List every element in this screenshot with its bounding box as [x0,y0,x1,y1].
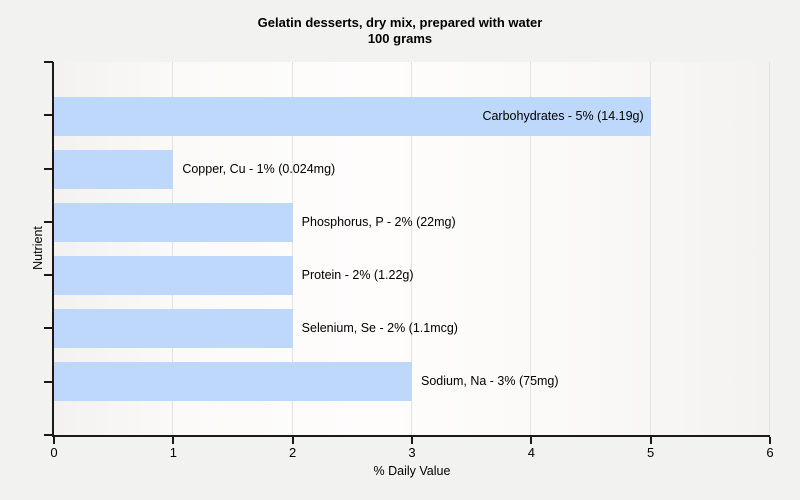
y-tick-mark [44,381,53,383]
x-tick-mark [291,437,294,444]
gridline [650,62,651,435]
bar: Selenium, Se - 2% (1.1mcg) [54,308,458,348]
y-axis-line [52,62,54,437]
x-tick-label: 0 [50,445,58,460]
y-tick-mark [44,114,53,116]
x-axis-line [52,435,770,437]
x-tick-label: 6 [766,445,774,460]
plot-area: Carbohydrates - 5% (14.19g) Copper, Cu - … [54,62,770,435]
gridline [530,62,531,435]
x-axis-ticks: 0 1 2 3 4 5 6 [50,437,774,463]
chart-title: Gelatin desserts, dry mix, prepared with… [257,15,543,30]
bar-label: Selenium, Se - 2% (1.1mcg) [301,321,458,335]
x-tick-mark [53,437,55,444]
x-tick-label: 5 [647,445,655,460]
y-axis-ticks [44,61,54,436]
bar-label: Copper, Cu - 1% (0.024mg) [182,162,336,176]
chart-title-block: Gelatin desserts, dry mix, prepared with… [0,15,800,47]
y-tick-mark [44,61,53,63]
y-axis-title: Nutrient [31,226,45,270]
bar-label: Protein - 2% (1.22g) [301,268,414,282]
x-tick-label: 2 [289,445,297,460]
y-tick-mark [44,168,53,170]
bar: Copper, Cu - 1% (0.024mg) [54,149,335,189]
x-tick-label: 4 [527,445,535,460]
gridline [769,62,770,435]
x-tick-label: 3 [408,445,416,460]
x-tick-mark [649,437,652,444]
x-tick-mark [172,437,175,444]
bar: Phosphorus, P - 2% (22mg) [54,202,456,242]
bar: Sodium, Na - 3% (75mg) [54,361,559,401]
x-tick-mark [530,437,533,444]
bar-label: Phosphorus, P - 2% (22mg) [301,215,456,229]
bar: Protein - 2% (1.22g) [54,255,414,295]
y-tick-mark [44,327,53,329]
y-tick-mark [44,221,53,223]
gridline [172,62,173,435]
chart-subtitle: 100 grams [367,31,433,46]
x-tick-label: 1 [169,445,177,460]
x-tick-mark [769,437,771,444]
x-axis-title: % Daily Value [373,464,451,478]
bar-label: Carbohydrates - 5% (14.19g) [482,109,644,123]
bar: Carbohydrates - 5% (14.19g) [54,96,651,136]
y-tick-mark [44,274,53,276]
bar-label: Sodium, Na - 3% (75mg) [421,374,559,388]
y-tick-mark [44,434,53,436]
gridline [292,62,293,435]
x-tick-mark [411,437,413,444]
gridline [411,62,412,435]
